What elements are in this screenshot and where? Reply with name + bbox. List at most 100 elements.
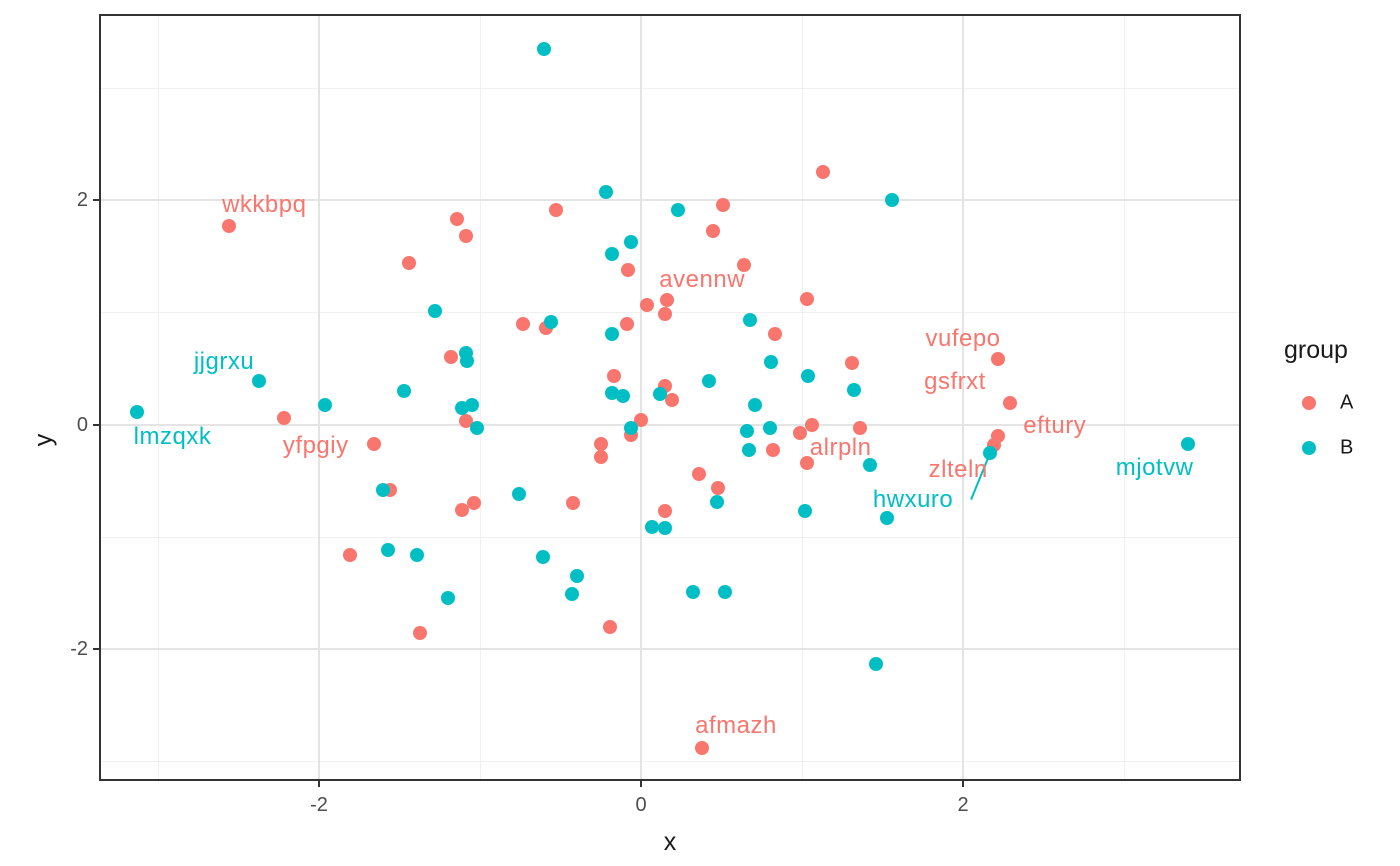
major-gridline-x [640,16,642,779]
data-point-group-b [605,386,620,401]
y-tick-label: -2 [70,637,88,660]
data-point-group-b [511,487,526,501]
data-point-group-b [537,41,552,56]
minor-gridline-y [101,88,1239,90]
data-point-group-a [659,293,674,308]
data-point-group-b [645,519,660,534]
data-point-group-a [458,414,473,429]
data-point-group-a [844,355,859,370]
data-point-group-b [564,586,579,601]
data-point-group-b [983,445,998,460]
major-gridline-x [318,16,320,779]
point-label-zlteln: zlteln [928,456,988,484]
data-point-group-a [603,620,618,635]
data-point-group-b [318,398,333,413]
data-point-group-b [535,549,550,564]
data-point-group-a [716,197,731,212]
data-point-group-b [598,185,613,200]
data-point-group-b [440,591,455,606]
data-point-group-a [991,352,1006,367]
data-point-group-b [624,234,639,249]
data-point-group-a [593,450,608,464]
data-point-group-b [869,657,884,672]
data-point-group-b [671,203,686,218]
point-label-yfpgiy: yfpgiy [282,431,349,459]
data-point-group-b [701,373,716,388]
data-point-group-b [658,520,673,535]
minor-gridline-y [101,536,1239,538]
data-point-group-b [740,424,755,439]
data-point-group-a [466,495,481,510]
data-point-group-b [741,443,756,458]
data-point-group-b [469,420,484,435]
data-point-group-a [402,256,417,271]
y-axis-tick [93,647,99,650]
data-point-group-a [852,420,867,435]
y-tick-label: 0 [76,413,88,436]
point-label-afmazh: afmazh [695,712,777,740]
data-point-group-a [1002,396,1017,411]
point-label-vufepo: vufepo [925,325,1001,353]
x-axis-tick [962,781,964,787]
data-point-group-b [685,584,700,599]
y-axis-tick [93,199,99,202]
legend-label-b: B [1340,436,1354,459]
x-axis-title: x [663,828,677,856]
data-point-group-b [605,247,620,262]
data-point-group-a [458,229,473,244]
data-point-group-a [711,481,726,496]
data-point-group-b [862,457,877,472]
data-point-group-b [880,510,895,525]
data-point-group-a [691,466,706,481]
legend-item-b: B [1284,434,1353,462]
y-axis-title: y [29,433,58,447]
data-point-group-a [621,262,636,277]
data-point-group-a [413,626,428,640]
legend: group A B [1284,336,1353,479]
major-gridline-x [962,16,964,779]
data-point-group-b [464,398,479,413]
data-point-group-a [221,219,236,234]
data-point-group-a [566,495,581,510]
data-point-group-a [455,502,470,517]
data-point-group-b [460,353,475,368]
data-point-group-a [516,316,531,331]
x-tick-label: 0 [635,794,647,816]
group-a-dot-icon [1302,396,1316,410]
data-point-group-b [717,584,732,599]
x-axis-tick [640,781,642,787]
major-gridline-y [101,647,1239,650]
data-point-group-b [764,354,779,369]
data-point-group-b [376,482,391,497]
data-point-group-a [450,212,465,227]
minor-gridline-x [480,16,481,779]
major-gridline-y [101,423,1239,426]
point-label-hwxuro: hwxuro [872,485,954,513]
data-point-group-a [815,165,830,180]
y-tick-label: 2 [76,189,88,212]
data-point-group-a [804,417,819,432]
data-point-group-b [743,313,758,328]
legend-label-a: A [1340,391,1354,414]
point-label-gsfrxt: gsfrxt [924,367,986,395]
data-point-group-b [798,503,813,518]
point-label-jjgrxu: jjgrxu [193,347,255,375]
data-point-group-a [640,297,655,312]
data-point-group-b [616,389,631,404]
data-point-group-a [593,436,608,451]
data-point-group-b [569,568,584,583]
data-point-group-a [737,258,752,273]
data-point-group-b [885,193,900,208]
data-point-group-b [762,420,777,435]
data-point-group-b [130,405,145,420]
x-tick-label: 2 [957,794,969,816]
minor-gridline-x [1124,16,1125,779]
data-point-group-a [767,326,782,341]
data-point-group-a [766,443,781,458]
data-point-group-b [653,387,668,402]
data-point-group-a [606,369,621,384]
data-point-group-b [709,494,724,509]
data-point-group-a [658,306,673,321]
data-point-group-a [799,291,814,306]
